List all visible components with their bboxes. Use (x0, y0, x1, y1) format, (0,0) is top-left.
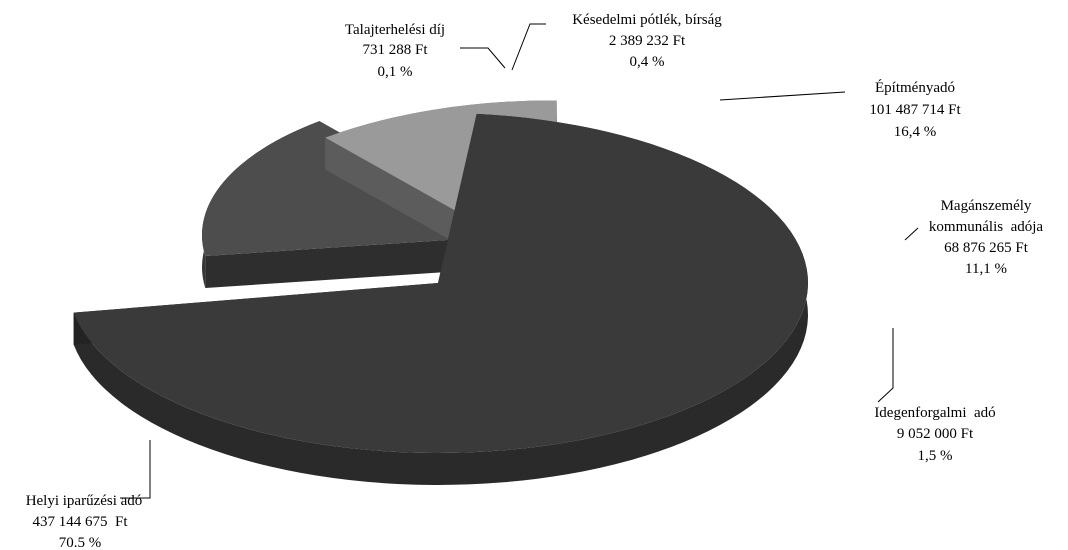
slice-value-talajterhelesi: 731 288 Ft (362, 42, 428, 58)
label-maganszemely: Magánszemély kommunális adója 68 876 265… (929, 198, 1043, 277)
slice-value-epitmenyado: 101 487 714 Ft (869, 102, 961, 118)
pie-slices (73, 100, 808, 485)
label-helyi-iparuzesi: Helyi iparűzési adó 437 144 675 Ft 70.5 … (26, 493, 143, 550)
leader-line-kesedelmi (511, 23, 546, 71)
slice-name-talajterhelesi: Talajterhelési díj (345, 22, 445, 38)
leader-line-talaj (460, 47, 506, 69)
slice-0 (73, 113, 808, 485)
slice-value-helyi: 437 144 675 Ft (32, 514, 128, 530)
slice-percent-kesedelmi: 0,4 % (630, 54, 665, 70)
slice-name-maganszemely-line2: kommunális adója (929, 219, 1043, 235)
slice-percent-talajterhelesi: 0,1 % (378, 64, 413, 80)
slice-name-idegenforgalmi: Idegenforgalmi adó (874, 405, 995, 421)
label-kesedelmi: Késedelmi pótlék, bírság 2 389 232 Ft 0,… (572, 12, 722, 70)
label-epitmenyado: Építményadó 101 487 714 Ft 16,4 % (869, 79, 961, 140)
slice-top-0 (73, 113, 808, 453)
slice-wall-3-0 (205, 235, 523, 289)
slice-value-maganszemely: 68 876 265 Ft (944, 240, 1029, 256)
leader-line-idegen (877, 328, 894, 403)
slice-value-idegenforgalmi: 9 052 000 Ft (897, 426, 974, 442)
slice-percent-maganszemely: 11,1 % (965, 261, 1007, 277)
slice-name-maganszemely-line1: Magánszemély (941, 198, 1032, 214)
slice-labels: Talajterhelési díj 731 288 Ft 0,1 % Kése… (26, 12, 1044, 550)
label-talajterhelesi: Talajterhelési díj 731 288 Ft 0,1 % (345, 22, 445, 80)
leader-line-helyi (120, 440, 151, 499)
slice-name-epitmenyado: Építményadó (875, 79, 955, 96)
slice-percent-idegenforgalmi: 1,5 % (918, 448, 953, 464)
slice-percent-epitmenyado: 16,4 % (894, 124, 937, 140)
leader-line-magan (904, 227, 919, 241)
slice-name-kesedelmi: Késedelmi pótlék, bírság (572, 12, 722, 28)
slice-value-kesedelmi: 2 389 232 Ft (609, 33, 686, 49)
leader-line-epitmeny (719, 91, 846, 101)
leader-lines (120, 23, 919, 499)
slice-percent-helyi: 70.5 % (59, 535, 102, 550)
label-idegenforgalmi: Idegenforgalmi adó 9 052 000 Ft 1,5 % (874, 405, 995, 464)
slice-name-helyi: Helyi iparűzési adó (26, 493, 143, 509)
